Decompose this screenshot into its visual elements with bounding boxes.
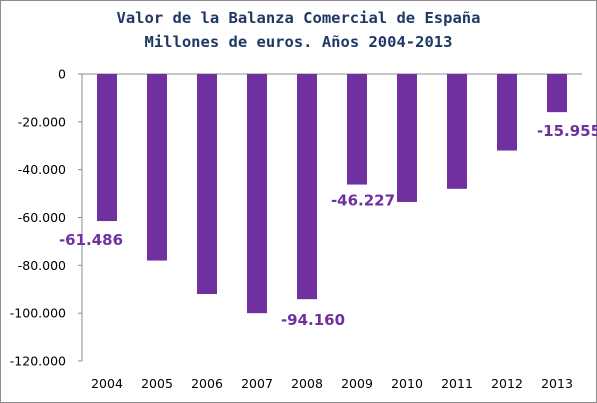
y-tick-label: -20.000 xyxy=(18,114,66,129)
bar-2012 xyxy=(497,74,517,151)
y-tick-label: 0 xyxy=(58,67,66,82)
x-tick-label: 2011 xyxy=(441,376,473,391)
bar-2010 xyxy=(397,74,417,202)
x-tick-label: 2006 xyxy=(191,376,223,391)
data-label-2013: -15.955 xyxy=(537,122,597,140)
chart-subtitle: Millones de euros. Años 2004-2013 xyxy=(144,33,453,51)
data-label-2004: -61.486 xyxy=(59,231,123,249)
bar-2006 xyxy=(197,74,217,295)
x-tick-label: 2013 xyxy=(541,376,573,391)
bar-2008 xyxy=(297,74,317,300)
x-tick-label: 2012 xyxy=(491,376,523,391)
x-tick-label: 2004 xyxy=(91,376,123,391)
y-tick-label: -100.000 xyxy=(10,306,66,321)
x-tick-label: 2007 xyxy=(241,376,273,391)
bar-2004 xyxy=(97,74,117,222)
bar-2007 xyxy=(247,74,267,314)
bar-2005 xyxy=(147,74,167,261)
data-label-2009: -46.227 xyxy=(331,192,395,210)
y-tick-label: -60.000 xyxy=(18,210,66,225)
bar-2011 xyxy=(447,74,467,189)
x-tick-label: 2008 xyxy=(291,376,323,391)
x-tick-label: 2010 xyxy=(391,376,423,391)
data-label-2008: -94.160 xyxy=(281,311,345,329)
x-tick-label: 2009 xyxy=(341,376,373,391)
y-tick-label: -120.000 xyxy=(10,354,66,369)
bar-2013 xyxy=(547,74,567,113)
bar-2009 xyxy=(347,74,367,185)
chart-title: Valor de la Balanza Comercial de España xyxy=(116,9,481,27)
x-tick-label: 2005 xyxy=(141,376,173,391)
y-tick-label: -80.000 xyxy=(18,258,66,273)
y-tick-label: -40.000 xyxy=(18,162,66,177)
